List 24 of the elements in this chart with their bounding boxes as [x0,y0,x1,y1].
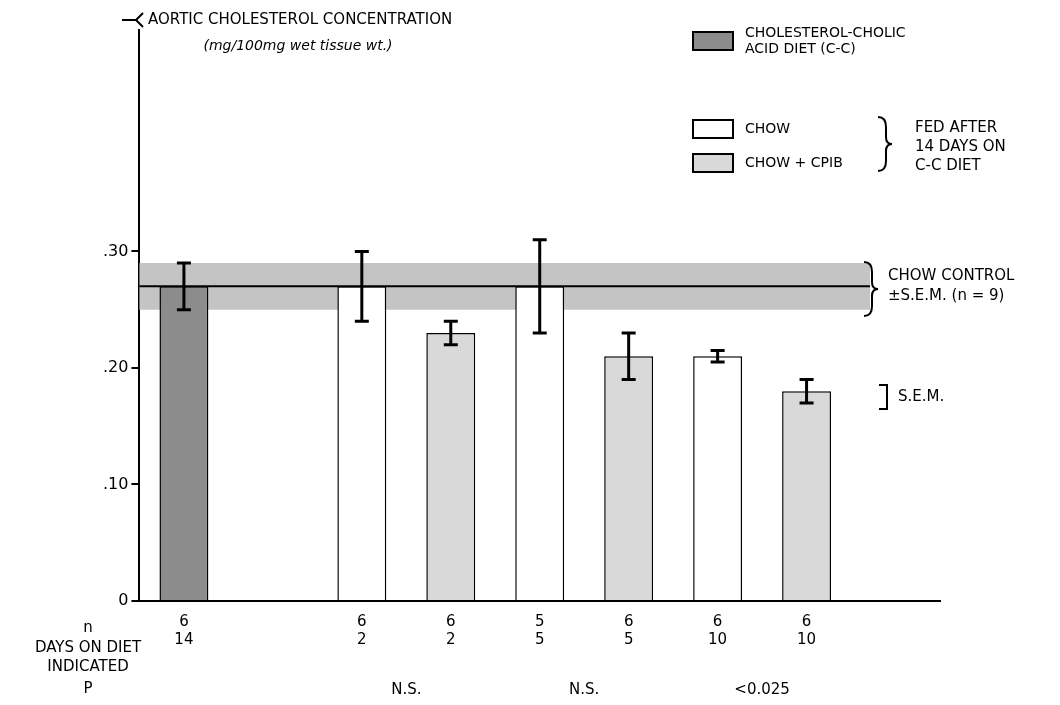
text: P [83,678,93,697]
text: DAYS ON DIET INDICATED [34,637,142,675]
x-tick-label: 6 2 [357,611,367,648]
legend-label: CHOW [745,119,791,136]
legend-label: CHOW + CPIB [745,153,843,170]
x-tick-label: 6 10 [797,611,817,648]
text: <0.025 [734,679,790,698]
x-tick-label: 5 5 [534,611,545,648]
text: FED AFTER 14 DAYS ON C-C DIET [915,117,1006,174]
y-axis-title: AORTIC CHOLESTEROL CONCENTRATION (mg/100mg wet tissue wt.) [148,9,453,53]
x-tick-label: 6 10 [708,611,728,648]
x-tick-label: 6 14 [174,611,194,648]
text: S.E.M. [898,386,945,405]
y-tick-label: .20 [102,357,129,377]
text: n [83,617,93,636]
x-tick-label: 6 5 [623,611,634,648]
legend-label: CHOLESTEROL-CHOLIC ACID DIET (C-C) [745,23,906,56]
text: N.S. [391,679,422,698]
y-tick-label: .10 [102,473,129,493]
x-tick-label: 6 2 [446,611,456,648]
y-tick-label: .30 [102,240,129,260]
band-label: CHOW CONTROL ±S.E.M. (n = 9) [888,266,1016,305]
y-tick-label: 0 [118,590,129,610]
text: N.S. [569,679,600,698]
